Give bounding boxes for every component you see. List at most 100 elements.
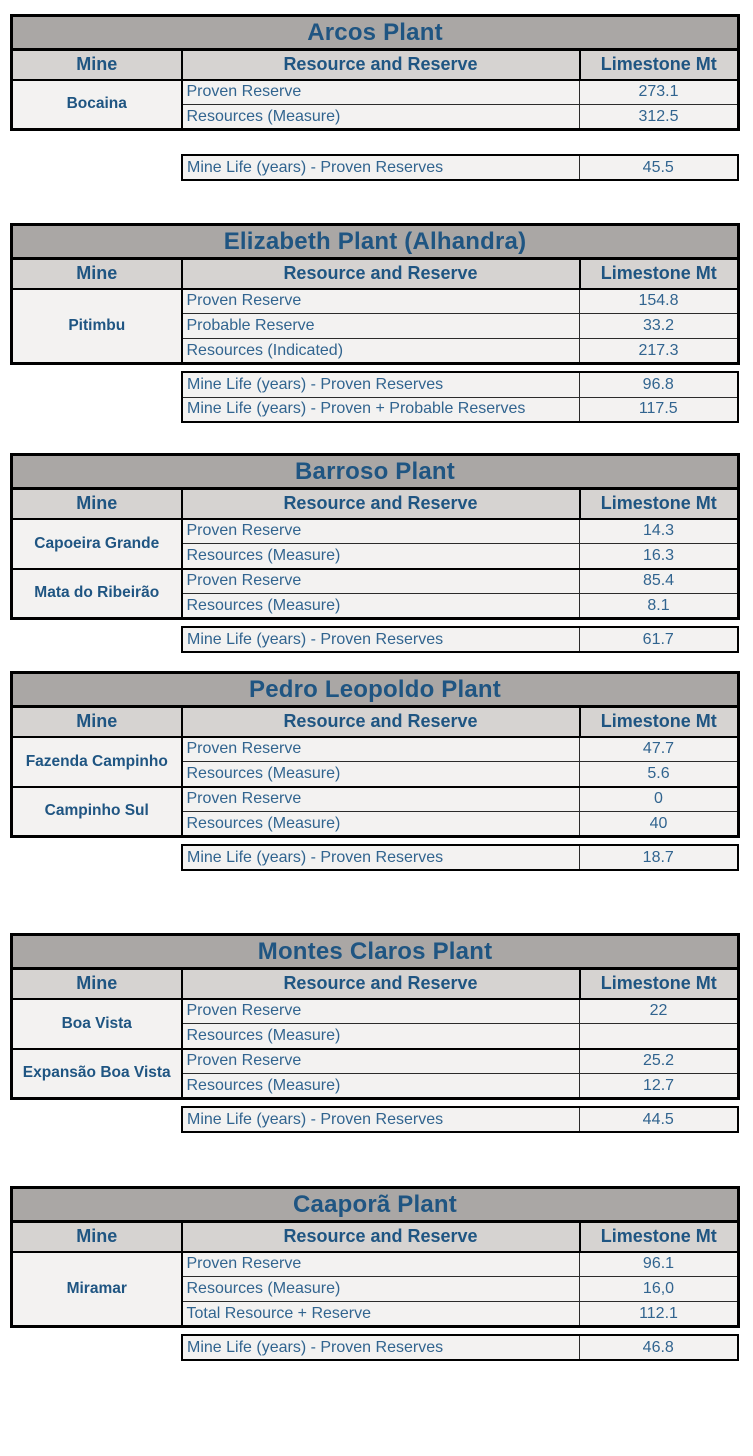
plant-table: Elizabeth Plant (Alhandra) Mine Resource a… — [10, 223, 741, 365]
column-header-row: Mine Resource and Reserve Limestone Mt — [10, 257, 740, 290]
table-row: Resources (Measure) 12.7 — [12, 1073, 740, 1099]
column-header-mine: Mine — [10, 967, 183, 1000]
reserve-label-cell: Proven Reserve — [181, 567, 580, 594]
table-row: Resources (Measure) 312.5 — [12, 104, 739, 130]
mine-life-value-cell: 44.5 — [578, 1106, 739, 1133]
reserve-value-cell: 96.1 — [579, 1251, 739, 1277]
column-header-limestone: Limestone Mt — [578, 1220, 740, 1253]
reserve-value-cell: 112.1 — [579, 1301, 739, 1327]
mine-name-cell: Bocaina — [11, 79, 183, 130]
plant-section: Arcos Plant Mine Resource and Reserve Limes… — [10, 14, 740, 181]
mine-life-table: Mine Life (years) - Proven Reserves 46.8 — [181, 1334, 739, 1361]
table-row: Resources (Measure) — [12, 1023, 740, 1049]
mine-name-cell: Campinho Sul — [11, 785, 183, 837]
table-row: Resources (Measure) 5.6 — [12, 761, 739, 787]
mine-name-cell: Pitimbu — [11, 288, 183, 364]
column-header-limestone: Limestone Mt — [578, 705, 740, 738]
plant-table: Arcos Plant Mine Resource and Reserve Limes… — [10, 14, 740, 131]
plant-section: Elizabeth Plant (Alhandra) Mine Resource a… — [10, 223, 741, 423]
plant-title: Barroso Plant — [11, 454, 739, 490]
mine-life-row: Mine Life (years) - Proven Reserves 96.8 — [181, 371, 739, 398]
table-row: Pitimbu Proven Reserve 154.8 — [11, 288, 740, 364]
plant-title-row: Caaporã Plant — [11, 1187, 739, 1223]
reserve-value-cell: 312.5 — [579, 104, 739, 130]
column-header-limestone: Limestone Mt — [578, 48, 740, 81]
column-header-resource: Resource and Reserve — [180, 257, 581, 290]
plant-title: Arcos Plant — [11, 15, 739, 51]
column-header-mine: Mine — [10, 48, 183, 81]
plant-title: Montes Claros Plant — [11, 934, 739, 970]
column-header-row: Mine Resource and Reserve Limestone Mt — [10, 487, 740, 520]
mine-life-value-cell: 46.8 — [578, 1334, 739, 1361]
column-header-limestone: Limestone Mt — [578, 257, 740, 290]
mine-life-label-cell: Mine Life (years) - Proven Reserves — [181, 1334, 580, 1361]
plant-section: Montes Claros Plant Mine Resource and Rese… — [10, 933, 741, 1133]
reserve-label-cell: Proven Reserve — [181, 998, 580, 1024]
reserve-label-cell: Proven Reserve — [181, 785, 580, 812]
column-header-resource: Resource and Reserve — [180, 48, 581, 81]
mine-life-row: Mine Life (years) - Proven Reserves 45.5 — [181, 154, 739, 181]
reserve-label-cell: Total Resource + Reserve — [181, 1301, 580, 1327]
reserve-label-cell: Resources (Measure) — [181, 104, 580, 130]
table-row: Resources (Measure) 16,0 — [12, 1276, 739, 1302]
mine-name-cell: Fazenda Campinho — [11, 736, 183, 787]
table-row: Mata do Ribeirão Proven Reserve 85.4 — [11, 567, 740, 619]
reserve-label-cell: Proven Reserve — [181, 1047, 580, 1074]
column-header-limestone: Limestone Mt — [578, 487, 740, 520]
column-header-mine: Mine — [10, 705, 183, 738]
plant-table: Montes Claros Plant Mine Resource and Rese… — [10, 933, 741, 1100]
document-page: Arcos Plant Mine Resource and Reserve Limes… — [10, 14, 741, 1361]
reserve-label-cell: Resources (Measure) — [181, 1073, 580, 1099]
column-header-row: Mine Resource and Reserve Limestone Mt — [10, 705, 740, 738]
reserve-value-cell: 47.7 — [579, 736, 739, 762]
column-header-resource: Resource and Reserve — [180, 705, 581, 738]
mine-life-row: Mine Life (years) - Proven Reserves 18.7 — [181, 844, 739, 871]
table-row: Capoeira Grande Proven Reserve 14.3 — [11, 518, 740, 569]
reserve-label-cell: Resources (Measure) — [181, 811, 580, 837]
column-header-mine: Mine — [10, 1220, 183, 1253]
table-row: Resources (Measure) 8.1 — [12, 593, 740, 619]
mine-life-table: Mine Life (years) - Proven Reserves 61.7 — [181, 626, 739, 653]
reserve-value-cell: 25.2 — [578, 1047, 740, 1074]
reserve-value-cell: 14.3 — [578, 518, 740, 544]
reserve-value-cell: 8.1 — [578, 593, 740, 619]
reserve-value-cell: 16,0 — [579, 1276, 739, 1302]
mine-life-value-cell: 45.5 — [578, 154, 739, 181]
mine-life-label-cell: Mine Life (years) - Proven Reserves — [181, 1106, 580, 1133]
reserve-value-cell: 12.7 — [578, 1073, 740, 1099]
reserve-label-cell: Resources (Measure) — [181, 543, 580, 569]
mine-life-value-cell: 18.7 — [578, 844, 739, 871]
reserve-label-cell: Resources (Indicated) — [181, 338, 580, 364]
mine-name-cell: Boa Vista — [11, 998, 183, 1049]
table-row: Expansão Boa Vista Proven Reserve 25.2 — [11, 1047, 740, 1099]
plant-title-row: Montes Claros Plant — [11, 934, 739, 970]
reserve-value-cell: 33.2 — [578, 313, 740, 339]
reserve-label-cell: Proven Reserve — [181, 288, 580, 314]
column-header-mine: Mine — [10, 487, 183, 520]
column-header-mine: Mine — [10, 257, 183, 290]
reserve-label-cell: Proven Reserve — [181, 1251, 580, 1277]
reserve-label-cell: Proven Reserve — [181, 736, 580, 762]
reserve-value-cell: 22 — [578, 998, 740, 1024]
plant-table: Caaporã Plant Mine Resource and Reserve Lim… — [10, 1186, 740, 1328]
column-header-resource: Resource and Reserve — [180, 967, 581, 1000]
plant-section: Pedro Leopoldo Plant Mine Resource and Res… — [10, 671, 740, 871]
table-row: Bocaina Proven Reserve 273.1 — [11, 79, 739, 130]
column-header-row: Mine Resource and Reserve Limestone Mt — [10, 967, 740, 1000]
mine-life-label-cell: Mine Life (years) - Proven + Probable Re… — [181, 396, 580, 423]
table-row: Miramar Proven Reserve 96.1 — [11, 1251, 739, 1327]
mine-life-label-cell: Mine Life (years) - Proven Reserves — [181, 626, 580, 653]
plant-table: Pedro Leopoldo Plant Mine Resource and Res… — [10, 671, 740, 838]
table-row: Total Resource + Reserve 112.1 — [12, 1301, 739, 1327]
plant-title: Caaporã Plant — [11, 1187, 739, 1223]
column-header-resource: Resource and Reserve — [180, 1220, 581, 1253]
mine-name-cell: Capoeira Grande — [11, 518, 183, 569]
reserve-label-cell: Proven Reserve — [181, 518, 580, 544]
plant-title-row: Arcos Plant — [11, 15, 739, 51]
reserve-value-cell: 0 — [579, 785, 739, 812]
plant-section: Barroso Plant Mine Resource and Reserve Lim… — [10, 453, 741, 653]
column-header-row: Mine Resource and Reserve Limestone Mt — [10, 1220, 740, 1253]
reserve-label-cell: Proven Reserve — [181, 79, 580, 105]
plant-section: Caaporã Plant Mine Resource and Reserve Lim… — [10, 1186, 740, 1361]
reserve-label-cell: Probable Reserve — [181, 313, 580, 339]
